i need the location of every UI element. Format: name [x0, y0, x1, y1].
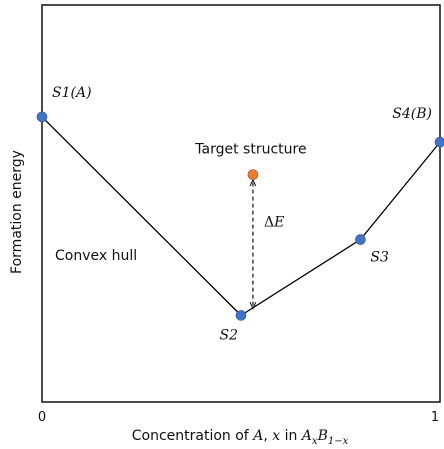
point-label-S4: S4(B)	[392, 106, 432, 122]
hull-point-S1	[36, 111, 48, 123]
y-axis-label: Formation energy	[9, 150, 25, 274]
x-axis-label-formula-a: A	[300, 428, 312, 444]
x-axis-label: Concentration of A, x in AxB1−x	[132, 428, 349, 445]
target-point	[247, 169, 259, 180]
hull-point-S4	[434, 136, 444, 148]
hull-segment-S3-S4	[359, 141, 441, 241]
x-axis-label-var-x: x	[272, 428, 280, 444]
delta-e-label: ΔE	[264, 215, 284, 231]
hull-line-group	[41, 116, 441, 316]
x-axis-label-sub-x: x	[312, 436, 318, 445]
hull-segment-S2-S3	[240, 239, 361, 316]
point-label-S3: S3	[370, 250, 389, 266]
x-tick-1: 1	[431, 410, 439, 425]
points-group	[36, 111, 444, 321]
x-axis-label-comma: ,	[263, 428, 272, 444]
x-axis-label-formula-b: B	[317, 428, 328, 444]
target-label: Target structure	[194, 142, 306, 158]
plot-frame	[41, 4, 441, 403]
x-axis-label-sub-1mx: 1−x	[328, 436, 349, 445]
point-label-S1: S1(A)	[52, 85, 92, 101]
hull-point-S2	[235, 310, 247, 321]
x-axis-label-var-a: A	[251, 428, 263, 444]
delta-e-letter: E	[273, 215, 284, 231]
x-axis-label-prefix: Concentration of	[132, 428, 253, 444]
x-tick-0: 0	[38, 410, 46, 425]
delta-symbol: Δ	[264, 215, 274, 231]
convex-hull-label: Convex hull	[55, 248, 137, 264]
point-label-S2: S2	[220, 327, 239, 343]
hull-segment-S1-S2	[41, 116, 242, 316]
labels-group: S1(A) S2 S3 S4(B) Target structure ΔE Convex h…	[52, 85, 432, 343]
x-axis-label-in: in	[280, 428, 302, 444]
hull-point-S3	[355, 234, 366, 245]
